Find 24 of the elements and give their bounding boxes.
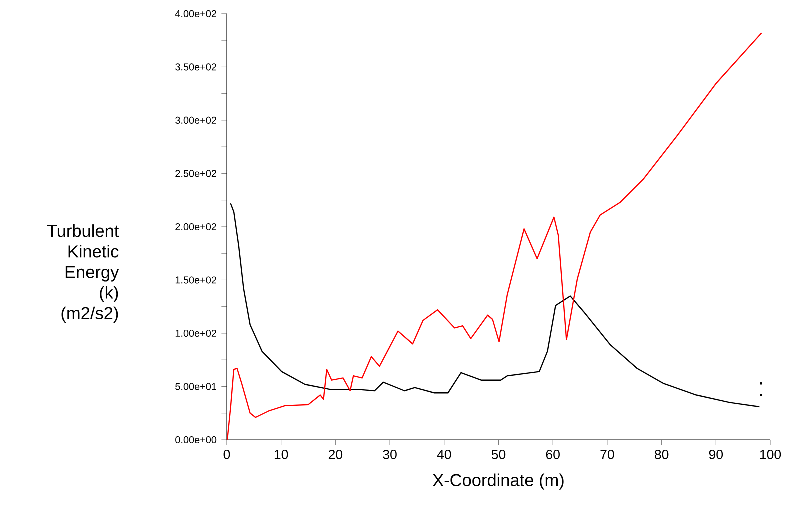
x-tick-label: 50 [492, 450, 506, 460]
x-tick-label: 90 [709, 450, 724, 460]
y-tick-label: 1.00e+02 [176, 330, 216, 338]
x-tick-label: 30 [383, 450, 397, 460]
y-tick-label: 2.00e+02 [176, 224, 216, 231]
x-axis-title: X-Coordinate (m) [432, 474, 564, 490]
x-tick-label: 10 [274, 450, 288, 460]
x-tick-label: 70 [600, 450, 614, 460]
y-tick-label: 3.50e+02 [176, 64, 216, 71]
x-tick-label: 0 [224, 450, 230, 460]
x-tick-label: 100 [760, 450, 782, 460]
x-tick-label: 20 [328, 450, 343, 460]
y-tick-label: 3.00e+02 [176, 117, 216, 124]
line-series [226, 32, 762, 441]
y-axis-title: Turbulent Kinetic Energy (k) (m2/s2) [47, 224, 120, 324]
y-tick-label: 4.00e+02 [175, 10, 216, 18]
y-tick-label: 0.00e+00 [176, 436, 217, 444]
y-tick-label: 5.00e+01 [176, 383, 216, 390]
y-tick-label: 1.50e+02 [176, 276, 216, 284]
x-tick-label: 40 [437, 450, 452, 460]
line-series [230, 203, 760, 408]
x-tick-label: 60 [546, 450, 560, 460]
y-tick-label: 2.50e+02 [176, 170, 216, 178]
x-tick-label: 80 [655, 450, 669, 460]
